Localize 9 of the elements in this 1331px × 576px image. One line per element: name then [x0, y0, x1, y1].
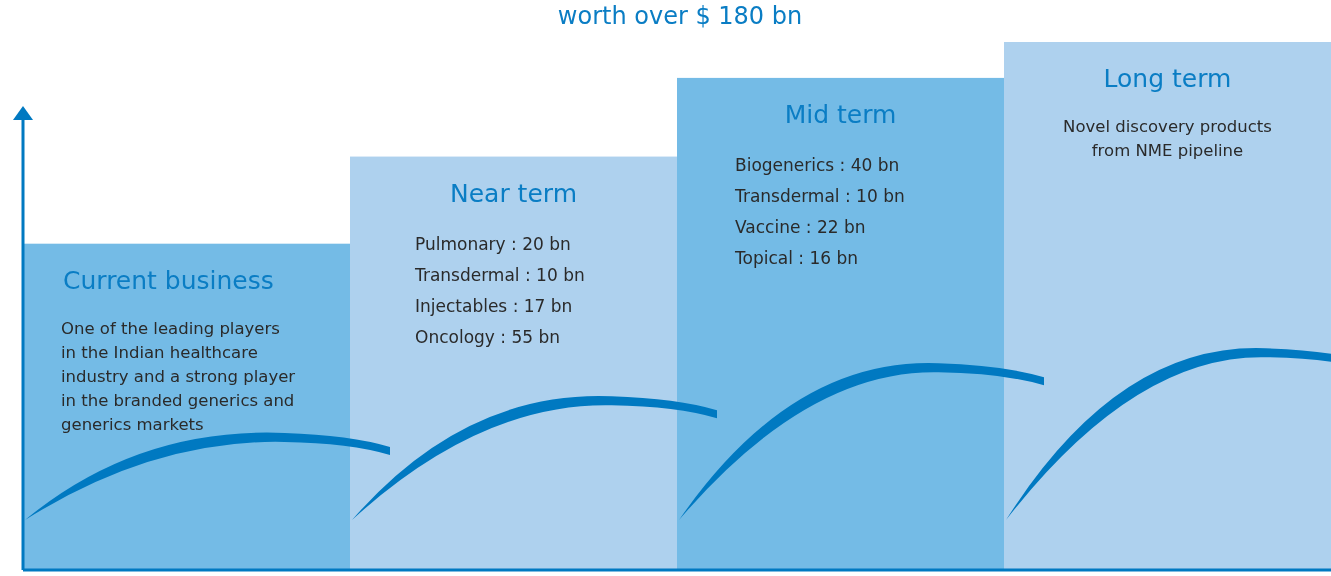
chart-title: worth over $ 180 bn [557, 2, 803, 30]
x-tick-label: Long term [1103, 64, 1232, 93]
annotation: Novel discovery products from NME pipeline [1063, 117, 1272, 160]
x-tick-label: Near term [449, 178, 578, 208]
annotation: Biogenerics : 40 bn Transdermal : 10 bn Vaccine : 22 bn Topical : 16 bn [734, 154, 905, 268]
annotation: One of the leading players in the Indian healthcare industry and a strong player in the branded generics and generics markets [61, 318, 296, 434]
x-tick-label: Mid term [784, 99, 897, 129]
x-tick-label: Current business [63, 265, 274, 295]
annotation: Pulmonary : 20 bn Transdermal : 10 bn Injectables : 17 bn Oncology : 55 bn [414, 233, 585, 347]
